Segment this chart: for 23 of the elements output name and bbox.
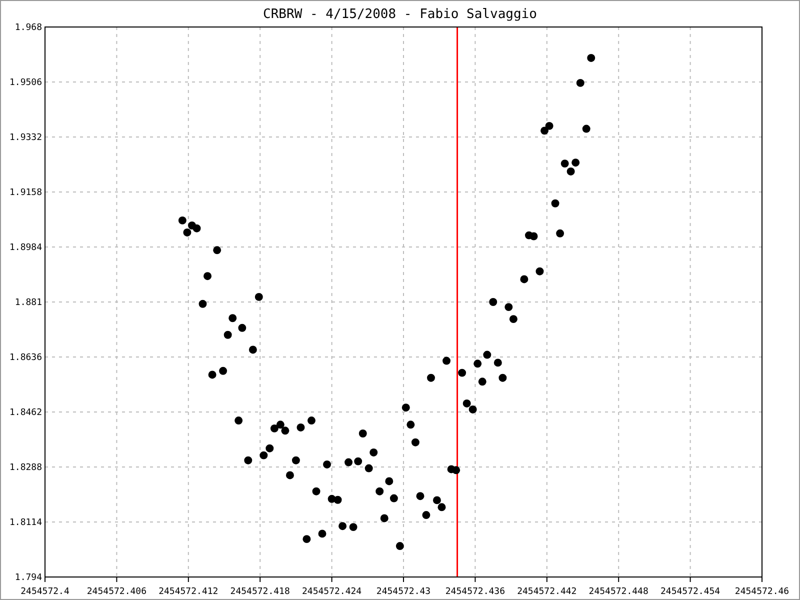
x-tick-label: 2454572.43 [376, 587, 431, 597]
x-tick-label: 2454572.442 [517, 587, 577, 597]
y-tick-label: 1.8984 [9, 243, 42, 253]
chart-title: CRBRW - 4/15/2008 - Fabio Salvaggio [263, 7, 537, 22]
y-tick-label: 1.8288 [9, 463, 42, 473]
y-tick-label: 1.8114 [9, 518, 42, 528]
x-tick-label: 2454572.46 [734, 587, 790, 597]
x-tick-label: 2454572.454 [660, 587, 720, 597]
y-tick-label: 1.968 [14, 23, 42, 33]
x-tick-label: 2454572.412 [158, 587, 218, 597]
y-tick-label: 1.9506 [9, 78, 42, 88]
x-tick-label: 2454572.4 [20, 587, 70, 597]
y-tick-label: 1.8636 [9, 353, 42, 363]
y-tick-label: 1.8462 [9, 408, 42, 418]
y-tick-label: 1.9332 [9, 133, 42, 143]
x-tick-label: 2454572.436 [445, 587, 506, 597]
y-tick-label: 1.881 [14, 298, 42, 308]
y-tick-label: 1.794 [14, 573, 42, 583]
x-tick-label: 2454572.406 [86, 587, 147, 597]
x-tick-label: 2454572.448 [588, 587, 648, 597]
x-tick-label: 2454572.418 [230, 587, 290, 597]
y-tick-label: 1.9158 [9, 188, 42, 198]
x-tick-label: 2454572.424 [302, 587, 362, 597]
